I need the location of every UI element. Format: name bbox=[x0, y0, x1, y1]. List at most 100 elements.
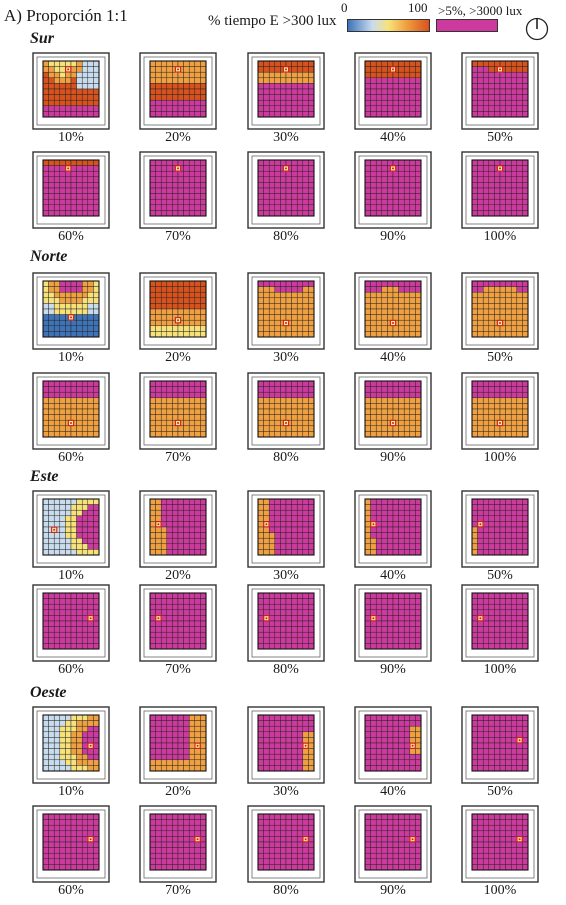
grid-cell bbox=[166, 414, 173, 421]
grid-cell bbox=[274, 598, 281, 605]
grid-cell bbox=[409, 331, 416, 338]
grid-cell bbox=[155, 425, 162, 432]
grid-cell bbox=[155, 331, 162, 338]
room-plan-grid bbox=[461, 706, 539, 784]
grid-cell bbox=[488, 425, 495, 432]
grid-cell bbox=[257, 111, 264, 118]
grid-cell bbox=[488, 598, 495, 605]
grid-cell bbox=[177, 83, 184, 90]
grid-cell bbox=[263, 159, 270, 166]
room-plan-grid bbox=[139, 706, 217, 784]
grid-cell bbox=[505, 753, 512, 761]
grid-cell bbox=[155, 414, 162, 421]
grid-cell bbox=[488, 549, 495, 556]
grid-cell bbox=[522, 414, 529, 421]
grid-cell bbox=[53, 303, 61, 310]
grid-cell bbox=[308, 77, 315, 84]
grid-cell bbox=[188, 609, 196, 616]
grid-cell bbox=[93, 631, 100, 639]
room-plan-grid bbox=[247, 490, 325, 568]
grid-cell bbox=[370, 77, 377, 84]
grid-cell bbox=[160, 609, 168, 616]
grid-cell bbox=[183, 204, 190, 211]
grid-cell bbox=[160, 526, 168, 533]
grid-cell bbox=[494, 88, 501, 95]
grid-cell bbox=[172, 280, 179, 287]
grid-cell bbox=[285, 631, 292, 639]
grid-cell bbox=[392, 111, 399, 118]
grid-cell bbox=[155, 77, 162, 84]
grid-cell bbox=[48, 204, 55, 211]
grid-cell bbox=[296, 391, 304, 399]
grid-cell bbox=[263, 193, 270, 200]
grid-cell bbox=[364, 526, 371, 533]
grid-cell bbox=[398, 291, 405, 299]
grid-cell bbox=[263, 714, 270, 721]
grid-cell bbox=[172, 864, 179, 871]
grid-cell bbox=[59, 403, 66, 410]
grid-cell bbox=[155, 386, 162, 393]
grid-cell bbox=[257, 521, 264, 528]
grid-cell bbox=[166, 852, 173, 860]
grid-cell bbox=[471, 626, 478, 633]
grid-cell bbox=[48, 397, 55, 404]
grid-cell bbox=[280, 297, 287, 304]
grid-cell bbox=[42, 509, 49, 517]
grid-cell bbox=[505, 819, 512, 826]
grid-cell bbox=[81, 626, 89, 633]
grid-cell bbox=[65, 737, 72, 744]
grid-cell bbox=[93, 824, 100, 832]
grid-cell bbox=[302, 198, 309, 206]
grid-cell bbox=[488, 397, 495, 404]
grid-cell bbox=[375, 397, 383, 404]
grid-cell bbox=[177, 819, 184, 826]
grid-cell bbox=[160, 509, 168, 517]
room-plan-grid bbox=[354, 52, 432, 130]
grid-cell bbox=[166, 836, 173, 843]
grid-cell bbox=[93, 66, 100, 73]
grid-cell bbox=[53, 94, 61, 101]
grid-cell bbox=[81, 543, 89, 550]
grid-cell bbox=[471, 819, 478, 826]
grid-cell bbox=[296, 515, 304, 522]
grid-cell bbox=[375, 549, 383, 556]
grid-cell bbox=[65, 864, 72, 871]
grid-cell bbox=[188, 380, 196, 387]
grid-cell bbox=[392, 521, 399, 528]
grid-cell bbox=[409, 509, 416, 517]
grid-cell bbox=[42, 819, 49, 826]
grid-cell bbox=[510, 314, 518, 321]
grid-cell bbox=[53, 331, 61, 338]
grid-cell bbox=[499, 864, 506, 871]
grid-cell bbox=[274, 847, 281, 854]
grid-cell bbox=[59, 509, 66, 517]
grid-cell bbox=[48, 386, 55, 393]
grid-cell bbox=[93, 609, 100, 616]
grid-cell bbox=[296, 742, 304, 749]
grid-cell bbox=[160, 105, 168, 112]
grid-cell bbox=[166, 308, 173, 315]
grid-cell bbox=[257, 643, 264, 650]
window-ratio-label: 20% bbox=[165, 130, 191, 145]
grid-cell bbox=[183, 303, 190, 310]
grid-cell bbox=[482, 504, 490, 511]
grid-cell bbox=[375, 331, 383, 338]
grid-cell bbox=[510, 731, 518, 738]
grid-cell bbox=[268, 637, 276, 644]
grid-cell bbox=[516, 83, 523, 90]
grid-cell bbox=[510, 515, 518, 522]
grid-cell bbox=[172, 714, 179, 721]
grid-cell bbox=[59, 765, 66, 772]
grid-cell bbox=[59, 753, 66, 761]
grid-cell bbox=[522, 598, 529, 605]
grid-cell bbox=[488, 509, 495, 517]
grid-cell bbox=[70, 280, 77, 287]
grid-cell bbox=[177, 325, 184, 332]
grid-cell bbox=[263, 408, 270, 415]
grid-cell bbox=[200, 403, 207, 410]
grid-cell bbox=[482, 280, 490, 287]
grid-cell bbox=[70, 725, 77, 733]
grid-cell bbox=[65, 308, 72, 315]
grid-cell bbox=[177, 609, 184, 616]
grid-cell bbox=[505, 852, 512, 860]
